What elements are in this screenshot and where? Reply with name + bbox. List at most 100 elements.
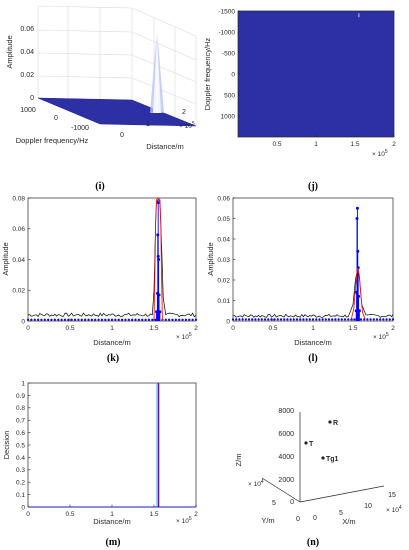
x-axis-label: X/m (342, 517, 355, 526)
y-tick-label: 0.04 (12, 257, 25, 264)
x-exponent: × 105 (372, 149, 388, 158)
baseline-marker (343, 318, 347, 321)
baseline-marker (279, 318, 283, 321)
baseline-marker (67, 318, 70, 321)
baseline-marker (241, 318, 244, 321)
y-tick-label: 0.04 (217, 236, 230, 243)
series-line-black (232, 267, 394, 318)
x-axis-label: Distance/m (146, 142, 184, 151)
baseline-marker (359, 318, 363, 321)
baseline-marker (104, 318, 107, 321)
baseline-marker (100, 318, 104, 321)
baseline-marker (80, 318, 83, 321)
baseline-marker (340, 318, 343, 321)
baseline-marker (315, 318, 318, 321)
x-tick: 0 (313, 515, 317, 522)
baseline-marker (147, 318, 151, 321)
x-exponent: × 104 (386, 505, 402, 514)
baseline-marker (244, 318, 247, 321)
stem-marker (156, 201, 160, 205)
x-axis-label: Distance/m (294, 338, 332, 347)
baseline-marker (60, 318, 63, 321)
baseline-marker (117, 318, 120, 321)
panel-l-line-plot: 0 0.01 0.02 0.03 0.04 0.05 0.06 0 0.5 1 1.5 2 Ampl… (206, 195, 395, 364)
baseline-marker (263, 318, 267, 321)
baseline-marker (299, 318, 302, 321)
plot-area (27, 382, 197, 508)
baseline-marker (382, 318, 385, 321)
y-tick-label: 0.02 (12, 288, 25, 295)
z-tick: 8000 (278, 408, 294, 415)
y-tick-label: 0.06 (217, 195, 230, 202)
baseline-marker (254, 318, 257, 321)
x-exponent: × 105 (373, 332, 389, 341)
baseline-marker (70, 318, 73, 321)
baseline-marker (84, 318, 87, 321)
baseline-marker (134, 318, 137, 321)
panel-j-heatmap: -1500 -1000 -500 0 500 1000 0.5 1 1.5 2 Doppler … (203, 8, 396, 192)
baseline-marker (30, 318, 33, 321)
baseline-marker (178, 318, 181, 321)
baseline-marker (334, 318, 337, 321)
x-axis-label: Distance/m (93, 517, 131, 526)
stem-marker (156, 233, 160, 237)
y-axis-label: Amplitude (206, 242, 215, 275)
y-axis-label: Doppler frequency/Hz (16, 136, 89, 145)
baseline-marker (369, 318, 372, 321)
baseline-marker (188, 318, 191, 321)
axes-3d (261, 412, 385, 503)
x-axis-ticks: 0 0.5 1 1.5 2 (26, 318, 198, 332)
baseline-marker (337, 318, 340, 321)
y-axis-ticks: 1000 0 -1000 (20, 107, 89, 132)
z-tick: 0.06 (20, 26, 34, 33)
baseline-marker (267, 318, 270, 321)
panel-label: (n) (307, 537, 319, 548)
baseline-marker (141, 318, 144, 321)
baseline-marker (50, 318, 53, 321)
baseline-marker (144, 318, 147, 321)
stem-marker (356, 249, 360, 253)
baseline-marker (379, 318, 382, 321)
z-axis-label: Amplitude (5, 35, 14, 68)
x-tick-label: 2 (194, 325, 198, 332)
baseline-marker (276, 318, 279, 321)
x-tick-label: 0 (231, 325, 235, 332)
y-axis-ticks: 0 5 (272, 500, 300, 523)
y-tick-label: 0 (226, 318, 230, 325)
series-line-red (153, 197, 163, 322)
panel-i-surface-plot: 0 0.02 0.04 0.06 Amplitude 1000 0 -1000 … (5, 5, 197, 192)
x-tick: 15 (388, 492, 396, 499)
stem-marker (354, 309, 358, 313)
x-tick-label: 2 (392, 141, 396, 148)
y-tick-label: 0.3 (16, 467, 25, 474)
panel-label: (j) (308, 181, 318, 192)
x-tick-label: 1 (311, 325, 315, 332)
stem-marker (155, 310, 159, 314)
scatter-point-tg1: Tg1 (321, 456, 339, 463)
x-tick-label: 1.5 (350, 141, 359, 148)
stem-marker (158, 310, 162, 314)
x-tick: 10 (364, 503, 372, 510)
panel-n-scatter3d: 0 2000 4000 6000 8000 Z/m 0 5 × 104 Y/m … (234, 408, 402, 548)
panel-label: (i) (95, 181, 104, 192)
z-tick: 6000 (278, 431, 294, 438)
x-exponent: × 105 (176, 516, 192, 525)
surface-floor (37, 97, 197, 127)
y-tick-label: 0.4 (16, 455, 25, 462)
x-tick-label: 2 (391, 325, 395, 332)
x-tick-label: 0 (26, 325, 30, 332)
x-axis-ticks: 0 1 2 (120, 109, 186, 139)
y-tick-label: -1500 (218, 8, 235, 15)
baseline-marker (40, 318, 43, 321)
x-tick-label: 1 (110, 511, 114, 518)
y-tick: 1000 (20, 107, 36, 114)
x-tick-label: 1 (110, 325, 114, 332)
y-tick-label: -1000 (218, 29, 235, 36)
z-tick: 4000 (278, 454, 294, 461)
y-exponent: × 104 (248, 479, 264, 488)
baseline-marker (63, 318, 67, 321)
baseline-marker (273, 318, 276, 321)
z-tick: 2000 (278, 477, 294, 484)
y-tick-label: 0.05 (217, 216, 230, 223)
baseline-marker (318, 318, 321, 321)
